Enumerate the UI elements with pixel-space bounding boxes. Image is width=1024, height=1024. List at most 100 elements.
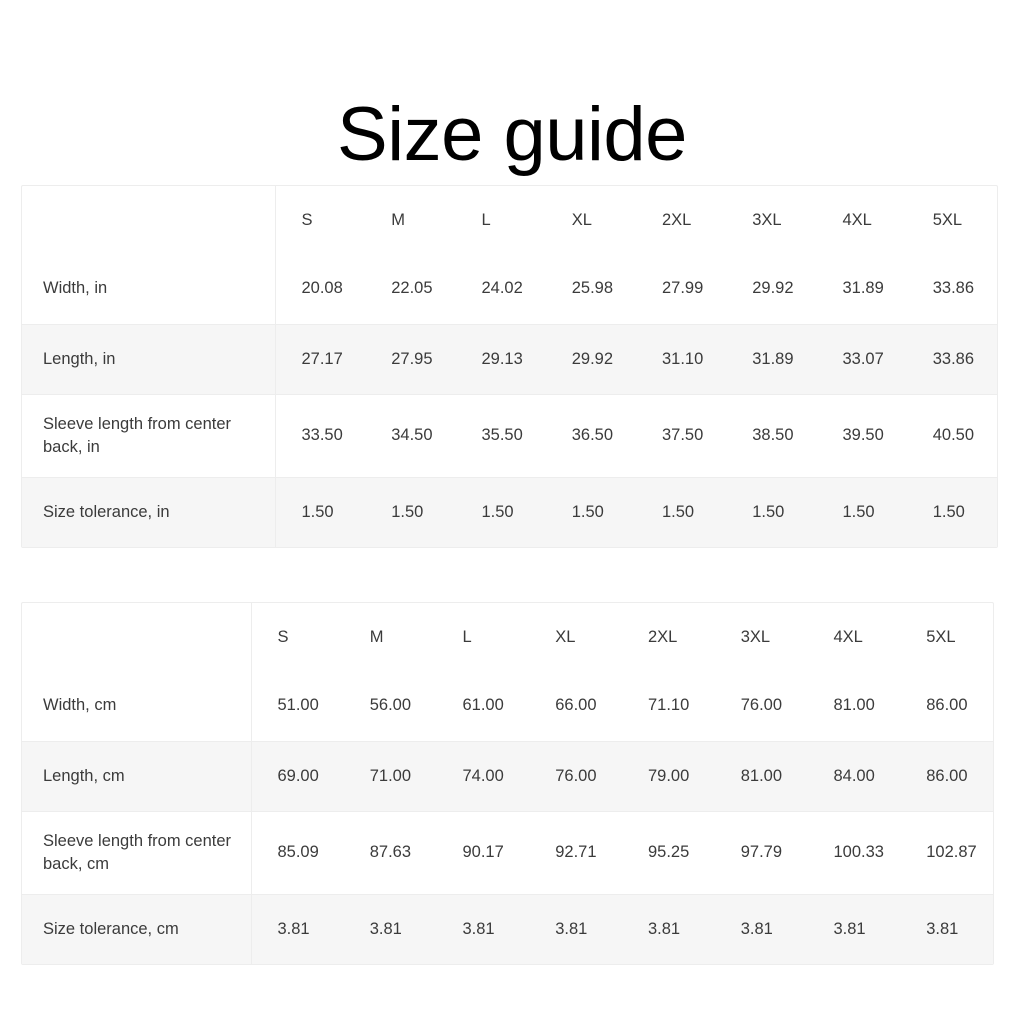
table-row: Length, cm 69.00 71.00 74.00 76.00 79.00 81.00… xyxy=(22,741,993,811)
table-row: Sleeve length from center back, in 33.50 3… xyxy=(22,394,997,477)
row-label: Sleeve length from center back, cm xyxy=(22,811,252,894)
column-header-2xl: 2XL xyxy=(648,627,678,646)
measurement-cell: 3.81 xyxy=(648,919,681,938)
column-header-m: M xyxy=(369,627,384,646)
measurement-cell: 33.86 xyxy=(932,349,975,368)
size-table-cm-grid: S M L XL 2XL 3XL 4XL 5XL Width, cm 51.00 56.00 61.0… xyxy=(22,603,993,964)
table-row: Size tolerance, cm 3.81 3.81 3.81 3.81 3.81 3.… xyxy=(22,894,993,964)
measurement-cell: 25.98 xyxy=(571,279,614,298)
measurement-cell: 51.00 xyxy=(277,696,319,715)
measurement-cell: 76.00 xyxy=(555,766,597,785)
size-table-inches-grid: S M L XL 2XL 3XL 4XL 5XL Width, in 20.08 22.05 24.0… xyxy=(22,186,997,547)
measurement-cell: 1.50 xyxy=(932,502,965,521)
measurement-cell: 85.09 xyxy=(277,843,319,861)
row-label: Length, cm xyxy=(22,741,252,811)
row-label: Sleeve length from center back, in xyxy=(22,394,276,477)
measurement-cell: 1.50 xyxy=(752,502,785,521)
column-header-s: S xyxy=(301,210,313,229)
table-corner-cell xyxy=(22,603,252,671)
measurement-cell: 79.00 xyxy=(648,766,690,785)
measurement-cell: 71.00 xyxy=(369,766,412,785)
table-row: Length, in 27.17 27.95 29.13 29.92 31.10 31.89… xyxy=(22,324,997,394)
measurement-cell: 33.50 xyxy=(301,426,343,444)
measurement-cell: 29.92 xyxy=(571,349,614,368)
measurement-cell: 56.00 xyxy=(369,696,412,715)
measurement-cell: 97.79 xyxy=(740,843,783,861)
measurement-cell: 3.81 xyxy=(740,919,773,938)
column-header-3xl: 3XL xyxy=(752,210,782,229)
measurement-cell: 92.71 xyxy=(555,843,597,861)
measurement-cell: 29.13 xyxy=(481,349,523,368)
measurement-cell: 87.63 xyxy=(369,843,412,861)
measurement-cell: 1.50 xyxy=(481,502,514,521)
column-header-m: M xyxy=(391,210,405,229)
column-header-5xl: 5XL xyxy=(926,627,956,646)
measurement-cell: 74.00 xyxy=(462,766,504,785)
measurement-cell: 34.50 xyxy=(391,426,433,444)
measurement-cell: 102.87 xyxy=(926,843,977,861)
row-label: Size tolerance, in xyxy=(22,477,276,547)
measurement-cell: 27.95 xyxy=(391,349,433,368)
measurement-cell: 84.00 xyxy=(833,766,875,785)
measurement-cell: 37.50 xyxy=(662,426,704,444)
measurement-cell: 3.81 xyxy=(462,919,495,938)
measurement-cell: 71.10 xyxy=(648,696,690,715)
table-row: Width, in 20.08 22.05 24.02 25.98 27.99 29.92 3… xyxy=(22,254,997,324)
table-row: Width, cm 51.00 56.00 61.00 66.00 71.10 76.00 8… xyxy=(22,671,993,741)
measurement-cell: 1.50 xyxy=(571,502,604,521)
measurement-cell: 20.08 xyxy=(301,279,343,298)
table-header-row: S M L XL 2XL 3XL 4XL 5XL xyxy=(22,186,997,254)
column-header-l: L xyxy=(481,210,491,229)
table-row: Size tolerance, in 1.50 1.50 1.50 1.50 1.50 1.… xyxy=(22,477,997,547)
measurement-cell: 40.50 xyxy=(932,426,975,444)
column-header-4xl: 4XL xyxy=(842,210,872,229)
column-header-l: L xyxy=(462,627,472,646)
measurement-cell: 61.00 xyxy=(462,696,504,715)
measurement-cell: 29.92 xyxy=(752,279,794,298)
measurement-cell: 3.81 xyxy=(833,919,866,938)
measurement-cell: 33.86 xyxy=(932,279,975,298)
measurement-cell: 3.81 xyxy=(277,919,310,938)
measurement-cell: 33.07 xyxy=(842,349,884,368)
measurement-cell: 31.89 xyxy=(752,349,794,368)
measurement-cell: 76.00 xyxy=(740,696,783,715)
measurement-cell: 3.81 xyxy=(926,919,959,938)
size-table-inches: S M L XL 2XL 3XL 4XL 5XL Width, in 20.08 22.05 24.0… xyxy=(21,185,998,548)
row-label: Length, in xyxy=(22,324,276,394)
measurement-cell: 1.50 xyxy=(301,502,334,521)
measurement-cell: 66.00 xyxy=(555,696,597,715)
column-header-5xl: 5XL xyxy=(932,210,963,229)
table-row: Sleeve length from center back, cm 85.09 8… xyxy=(22,811,993,894)
measurement-cell: 3.81 xyxy=(555,919,588,938)
measurement-cell: 39.50 xyxy=(842,426,884,444)
measurement-cell: 69.00 xyxy=(277,766,319,785)
measurement-cell: 95.25 xyxy=(648,843,690,861)
measurement-cell: 35.50 xyxy=(481,426,523,444)
page-title: Size guide xyxy=(337,91,687,177)
measurement-cell: 3.81 xyxy=(369,919,402,938)
column-header-s: S xyxy=(277,627,289,646)
row-label: Width, in xyxy=(22,254,276,324)
measurement-cell: 27.17 xyxy=(301,349,343,368)
column-header-xl: XL xyxy=(555,627,576,646)
column-header-2xl: 2XL xyxy=(662,210,692,229)
column-header-4xl: 4XL xyxy=(833,627,863,646)
measurement-cell: 31.10 xyxy=(662,349,704,368)
size-table-cm: S M L XL 2XL 3XL 4XL 5XL Width, cm 51.00 56.00 61.0… xyxy=(21,602,994,965)
column-header-3xl: 3XL xyxy=(740,627,771,646)
table-corner-cell xyxy=(22,186,276,254)
measurement-cell: 1.50 xyxy=(391,502,424,521)
row-label: Size tolerance, cm xyxy=(22,894,252,964)
measurement-cell: 100.33 xyxy=(833,843,884,861)
measurement-cell: 24.02 xyxy=(481,279,523,298)
measurement-cell: 86.00 xyxy=(926,696,968,715)
column-header-xl: XL xyxy=(571,210,592,229)
measurement-cell: 86.00 xyxy=(926,766,968,785)
table-header-row: S M L XL 2XL 3XL 4XL 5XL xyxy=(22,603,993,671)
measurement-cell: 90.17 xyxy=(462,843,504,861)
measurement-cell: 22.05 xyxy=(391,279,433,298)
measurement-cell: 38.50 xyxy=(752,426,794,444)
measurement-cell: 31.89 xyxy=(842,279,884,298)
row-label: Width, cm xyxy=(22,671,252,741)
